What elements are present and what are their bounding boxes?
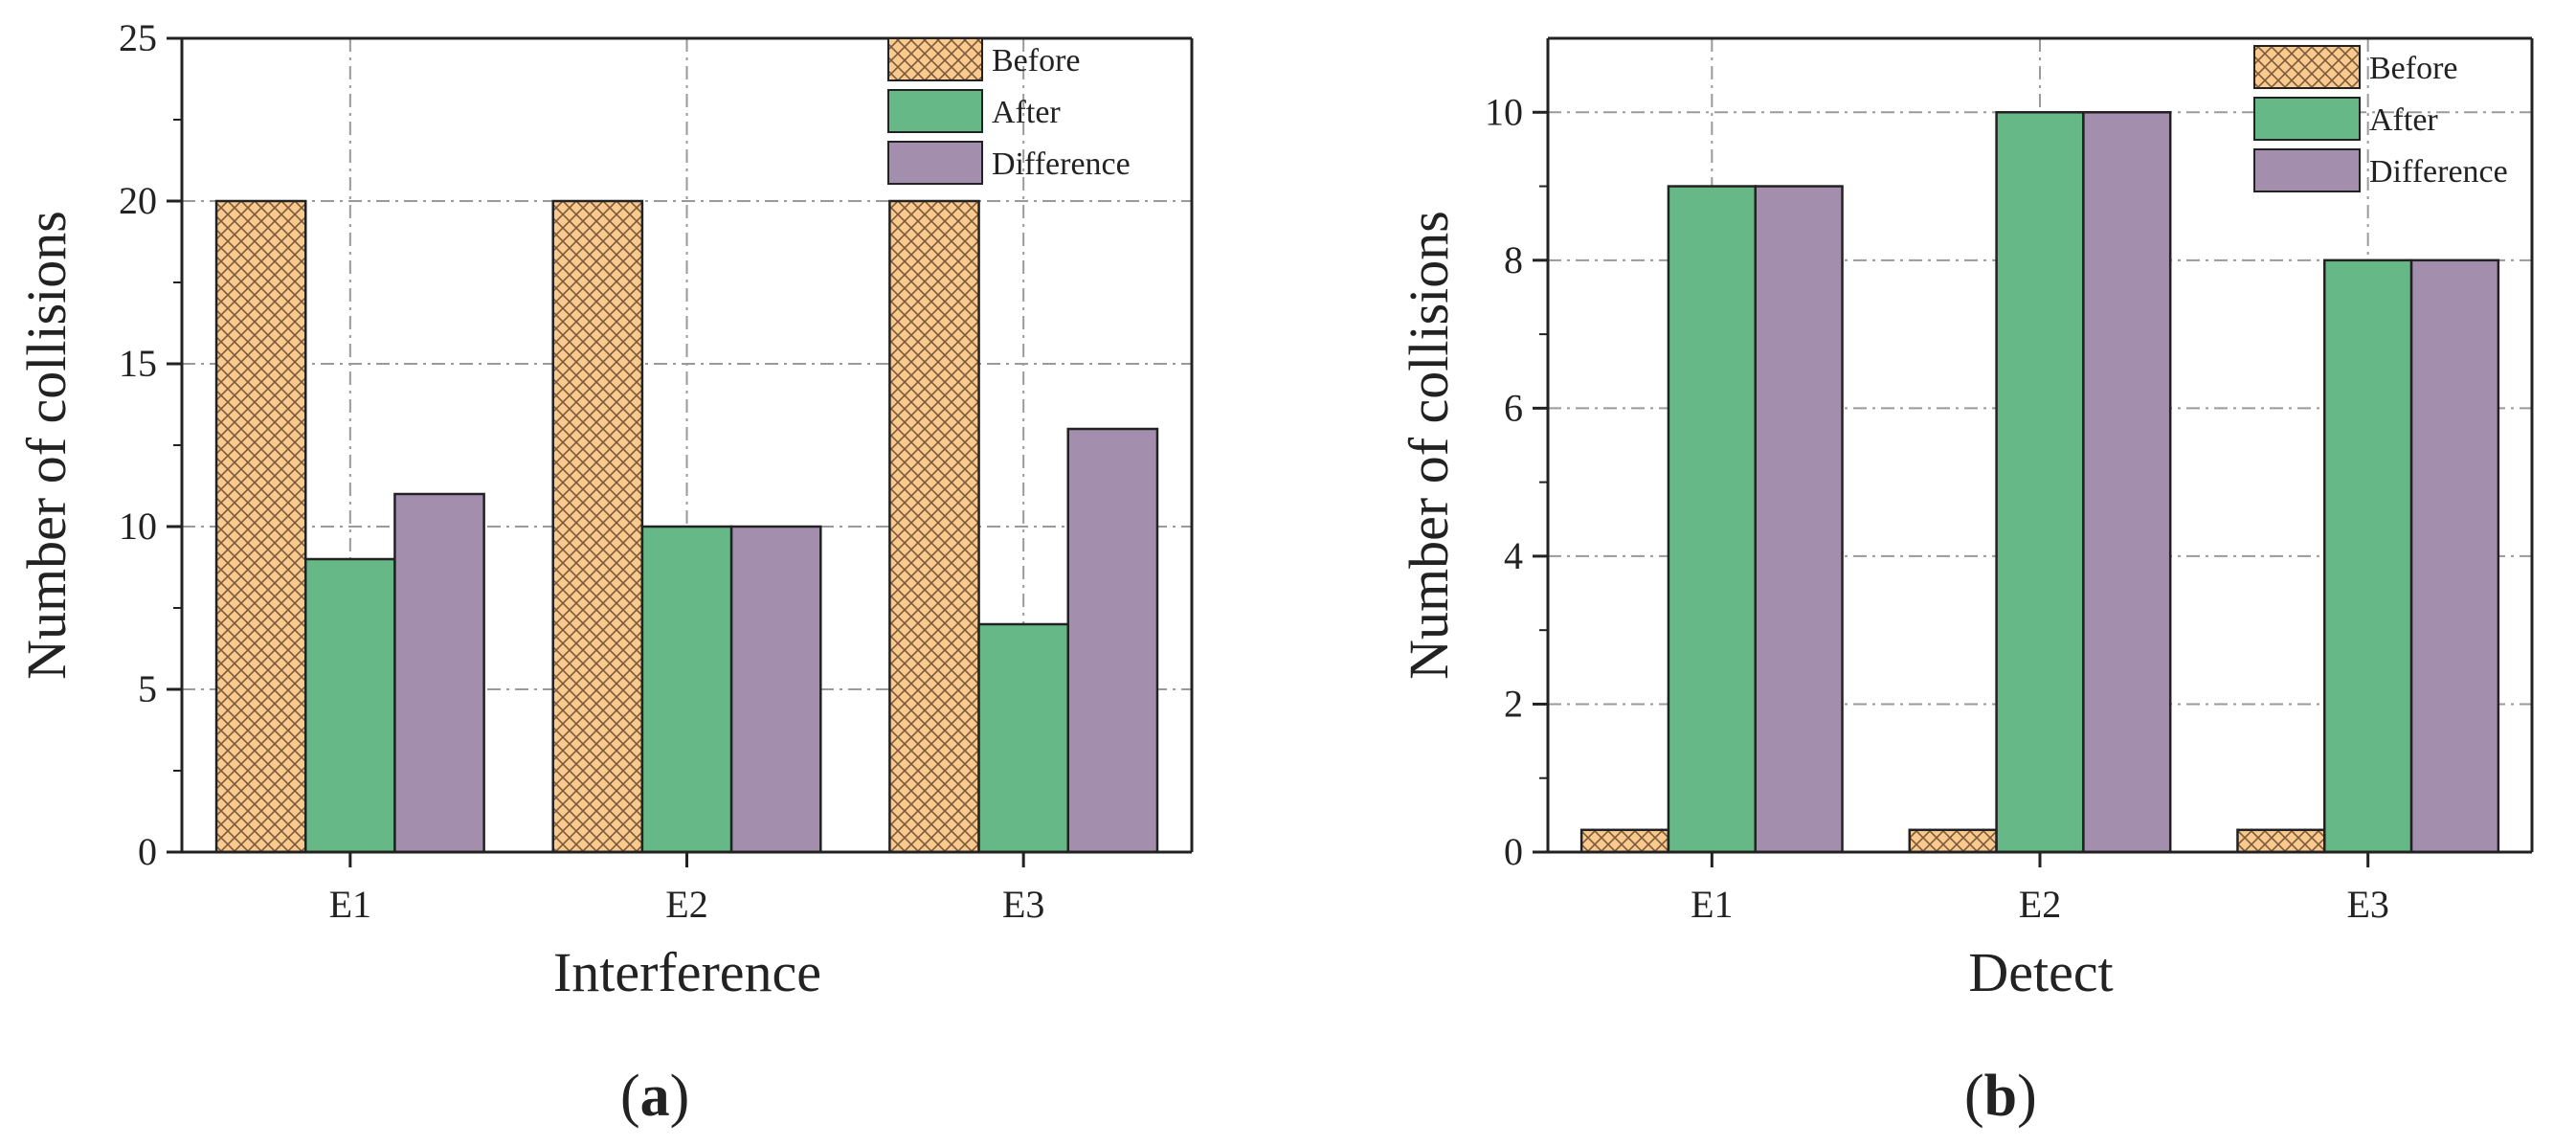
legend-swatch-after: [2253, 97, 2361, 141]
y-tick-label: 6: [1504, 386, 1523, 429]
legend-swatch-before: [887, 37, 983, 81]
y-tick-label: 4: [1504, 534, 1523, 577]
legend-swatch-before: [2253, 45, 2361, 89]
y-tick-label: 0: [1504, 830, 1523, 873]
bar-before-e1: [214, 199, 307, 854]
y-axis-title: Number of collisions: [1398, 211, 1460, 680]
bar-after-e1: [1667, 185, 1757, 854]
legend-label-difference: Difference: [2369, 154, 2508, 190]
legend-label-before: Before: [992, 43, 1081, 79]
x-tick-label: E3: [2346, 883, 2388, 926]
legend-swatch-difference: [2253, 148, 2361, 192]
x-axis-title: Interference: [553, 941, 821, 1003]
bar-before-e3: [888, 199, 980, 854]
chart-a: 0 5 10 15 20 25 E1 E2 E3 Interference Number of co…: [15, 16, 1194, 1129]
y-tick-label: 10: [119, 505, 157, 548]
bar-difference-e2: [729, 525, 822, 854]
bar-before-e2: [551, 199, 644, 854]
bar-after-e1: [303, 557, 396, 854]
legend-label-after: After: [992, 95, 1061, 130]
legend-label-difference: Difference: [992, 146, 1131, 182]
x-tick-label: E2: [2019, 883, 2061, 926]
bar-after-e3: [977, 622, 1070, 854]
bar-before-e1: [1579, 828, 1670, 854]
legend-swatch-difference: [887, 141, 983, 185]
bar-difference-e1: [393, 492, 485, 854]
y-tick-label: 10: [1485, 90, 1523, 133]
y-tick-label: 8: [1504, 238, 1523, 281]
y-tick-label: 2: [1504, 682, 1523, 725]
y-tick-label: 0: [138, 830, 157, 873]
y-tick-label: 5: [138, 667, 157, 710]
bar-after-e3: [2323, 258, 2413, 854]
legend-label-before: Before: [2369, 51, 2458, 86]
bar-difference-e2: [2082, 111, 2172, 854]
bar-before-e2: [1908, 828, 1998, 854]
bar-after-e2: [640, 525, 733, 854]
bar-after-e2: [1995, 111, 2085, 854]
bar-difference-e1: [1754, 185, 1844, 854]
y-tick-label: 20: [119, 179, 157, 222]
bar-difference-e3: [1066, 427, 1159, 854]
panel-label: (a): [620, 1064, 689, 1129]
x-axis-title: Detect: [1968, 941, 2113, 1003]
chart-b: 0 2 4 6 8 10 E1 E2 E3 Detect Number of collisions B…: [1398, 36, 2534, 1129]
x-tick-label: E2: [665, 883, 707, 926]
x-tick-label: E1: [1691, 883, 1733, 926]
x-tick-label: E3: [1002, 883, 1044, 926]
legend-label-after: After: [2369, 102, 2438, 138]
bar-difference-e3: [2409, 258, 2500, 854]
legend-swatch-after: [887, 89, 983, 133]
y-axis-title: Number of collisions: [15, 211, 78, 680]
y-tick-label: 25: [119, 16, 157, 59]
bar-before-e3: [2236, 828, 2326, 854]
x-tick-label: E1: [329, 883, 371, 926]
y-tick-label: 15: [119, 342, 157, 385]
panel-label: (b): [1964, 1064, 2037, 1129]
